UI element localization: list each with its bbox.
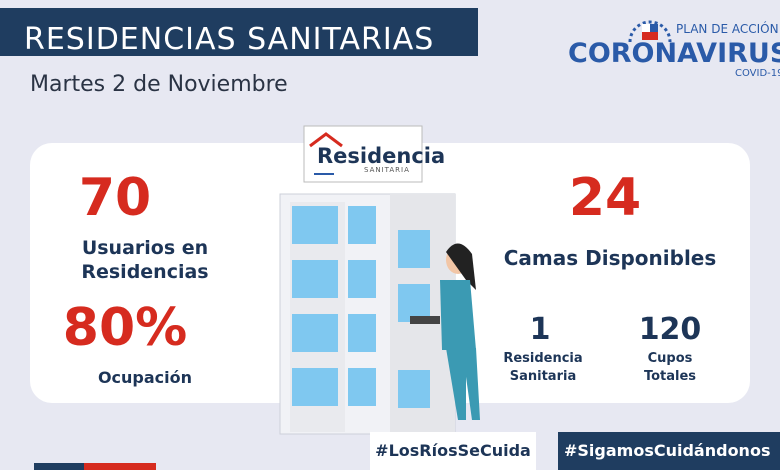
illustration [279,125,480,435]
stat-label: Cupos Totales [643,351,697,384]
sign-sub: SANITARIA [364,166,410,174]
logo-name: CORONAVIRUS [568,38,780,69]
stat-label: Camas Disponibles [503,246,717,270]
stat-label: Ocupación [97,368,193,387]
date: Martes 2 de Noviembre [30,72,288,97]
decor-bar [84,463,156,470]
sign-name: Residencia [317,144,446,168]
stat-value: 24 [568,168,642,228]
title-bar: RESIDENCIAS SANITARIAS [0,8,478,57]
decor-bar [34,463,84,470]
stat-label: Usuarios en Residencias [81,237,209,283]
title: RESIDENCIAS SANITARIAS [24,22,435,57]
stat-label: Residencia Sanitaria [503,351,583,384]
stat-value: 80% [62,298,188,358]
stat-value: 120 [638,312,702,347]
stat-value: 1 [529,312,551,347]
logo-icon [628,20,672,43]
hashtag: #LosRíosSeCuida [370,432,536,470]
hashtag: #SigamosCuidándonos [558,432,780,470]
logo-covid: COVID-19 [735,68,780,79]
logo-plan: PLAN DE ACCIÓN [676,22,779,36]
stat-value: 70 [78,168,152,228]
